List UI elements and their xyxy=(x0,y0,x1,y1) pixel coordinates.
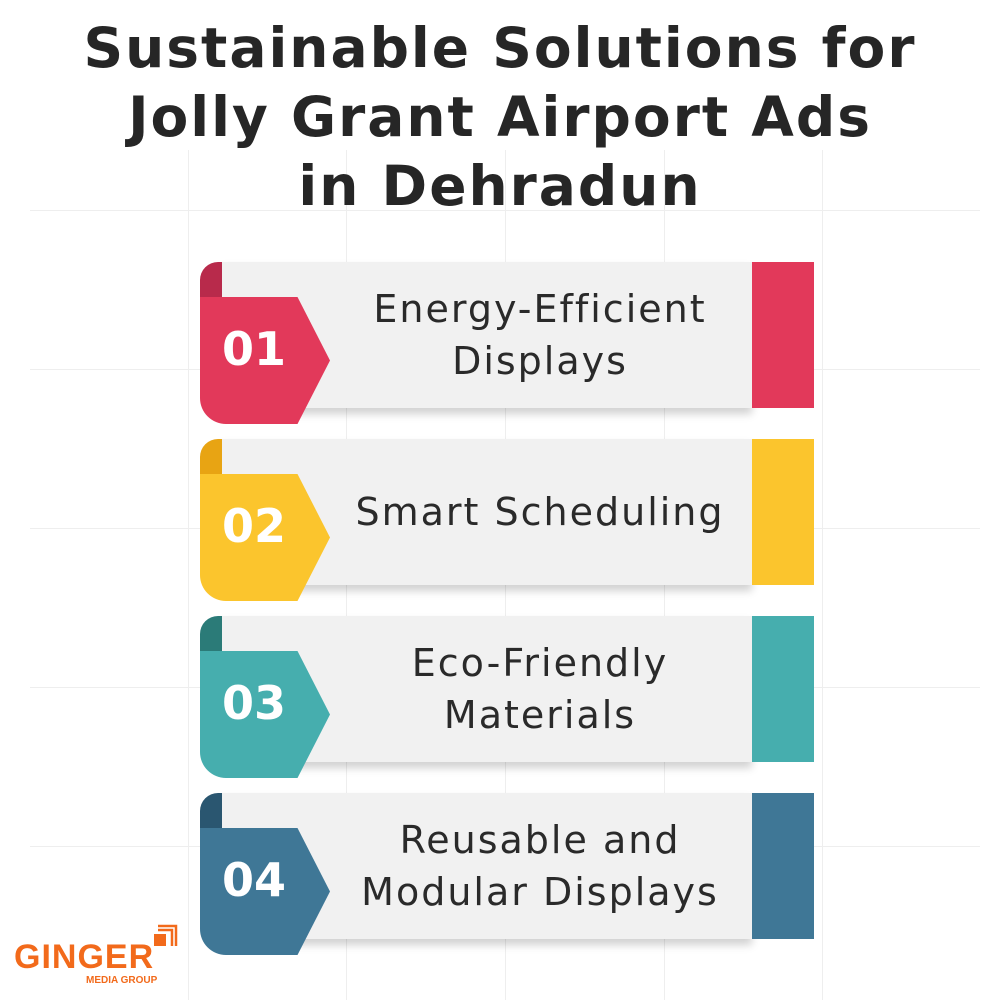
step-number: 01 xyxy=(222,322,287,376)
step-item: 03 Eco-Friendly Materials xyxy=(200,616,815,778)
ribbon-fold xyxy=(200,439,222,479)
step-number: 03 xyxy=(222,676,287,730)
step-label: Smart Scheduling xyxy=(330,439,750,585)
logo-mark-icon xyxy=(154,924,178,946)
title-line-3: in Dehradun xyxy=(298,154,702,218)
ribbon-fold xyxy=(200,262,222,302)
title-line-1: Sustainable Solutions for xyxy=(83,16,917,80)
step-label-text: Eco-Friendly Materials xyxy=(411,641,669,737)
number-tab xyxy=(200,651,330,778)
step-label: Eco-Friendly Materials xyxy=(330,616,750,762)
step-number: 04 xyxy=(222,853,287,907)
step-label-text: Energy-Efficient Displays xyxy=(373,287,707,383)
number-tab xyxy=(200,828,330,955)
step-label-text: Reusable and Modular Displays xyxy=(361,818,719,914)
ribbon-fold xyxy=(200,616,222,656)
step-color-stripe xyxy=(752,616,814,762)
step-number: 02 xyxy=(222,499,287,553)
step-label: Reusable and Modular Displays xyxy=(330,793,750,939)
step-label-text: Smart Scheduling xyxy=(355,490,725,534)
step-color-stripe xyxy=(752,439,814,585)
step-item: 02 Smart Scheduling xyxy=(200,439,815,601)
step-color-stripe xyxy=(752,262,814,408)
page-title: Sustainable Solutions for Jolly Grant Ai… xyxy=(0,14,1000,221)
ginger-logo: GINGER MEDIA GROUP xyxy=(14,924,184,988)
step-label: Energy-Efficient Displays xyxy=(330,262,750,408)
logo-name: GINGER xyxy=(14,938,155,976)
title-line-2: Jolly Grant Airport Ads xyxy=(128,85,872,149)
logo-subtitle: MEDIA GROUP xyxy=(86,975,158,986)
step-item: 04 Reusable and Modular Displays xyxy=(200,793,815,955)
ribbon-fold xyxy=(200,793,222,833)
step-item: 01 Energy-Efficient Displays xyxy=(200,262,815,424)
step-color-stripe xyxy=(752,793,814,939)
